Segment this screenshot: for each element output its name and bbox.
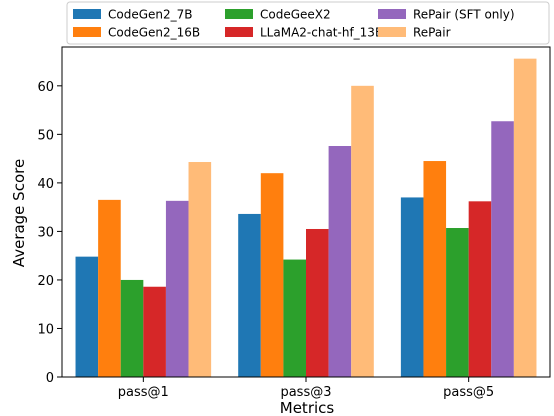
- bar-codegen2-7b-pass-at-1: [75, 256, 99, 377]
- y-tick-label: 40: [37, 177, 54, 192]
- legend-label: CodeGen2_16B: [108, 26, 200, 40]
- legend-swatch: [378, 27, 406, 37]
- bar-codegen2-7b-pass-at-3: [238, 213, 261, 377]
- bar-codegen2-16b-pass-at-3: [260, 173, 284, 377]
- y-tick-label: 60: [37, 80, 54, 95]
- bar-repair-sft-only--pass-at-1: [165, 200, 189, 377]
- bar-codegen2-16b-pass-at-5: [423, 161, 447, 377]
- bar-repair-pass-at-3: [351, 85, 374, 377]
- y-tick-label: 20: [37, 274, 54, 289]
- bar-codegeex2-pass-at-5: [446, 228, 469, 377]
- x-tick-label: pass@3: [280, 385, 331, 400]
- x-tick-label: pass@5: [443, 385, 494, 400]
- bar-llama2-chat-hf-13b-pass-at-3: [306, 228, 329, 377]
- bar-llama2-chat-hf-13b-pass-at-1: [143, 286, 166, 377]
- y-axis-label: Average Score: [10, 159, 28, 267]
- legend-label: CodeGen2_7B: [108, 8, 193, 22]
- bar-llama2-chat-hf-13b-pass-at-5: [468, 201, 492, 377]
- bar-codegen2-16b-pass-at-1: [98, 199, 121, 377]
- legend: CodeGen2_7B CodeGen2_16B CodeGeeX2 LLaMA2-c…: [66, 1, 550, 45]
- legend-label: RePair: [413, 26, 451, 40]
- y-tick-label: 50: [37, 128, 54, 143]
- y-tick-label: 10: [37, 322, 54, 337]
- bar-repair-sft-only--pass-at-5: [491, 121, 514, 377]
- y-tick-label: 0: [46, 371, 54, 386]
- legend-label: CodeGeeX2: [260, 8, 331, 22]
- x-axis-label: Metrics: [280, 399, 335, 416]
- legend-label: LLaMA2-chat-hf_13B: [260, 26, 383, 40]
- bar-repair-sft-only--pass-at-3: [328, 146, 352, 377]
- legend-swatch: [378, 9, 406, 19]
- legend-box: [66, 1, 550, 45]
- bars-layer: [75, 58, 537, 378]
- bar-repair-pass-at-5: [513, 58, 537, 378]
- legend-swatch: [225, 27, 253, 37]
- bar-codegen2-7b-pass-at-5: [400, 197, 424, 377]
- y-tick-label: 30: [37, 225, 54, 240]
- legend-swatch: [73, 9, 101, 19]
- legend-swatch: [225, 9, 253, 19]
- bar-codegeex2-pass-at-1: [120, 279, 144, 377]
- bar-repair-pass-at-1: [188, 162, 212, 377]
- x-tick-label: pass@1: [118, 385, 169, 400]
- axes-layer: 0 10 20 30 40 50 60 pass@1 pass@3 pass@5: [37, 46, 551, 400]
- bar-codegeex2-pass-at-3: [283, 259, 306, 377]
- legend-swatch: [73, 27, 101, 37]
- legend-label: RePair (SFT only): [413, 8, 515, 22]
